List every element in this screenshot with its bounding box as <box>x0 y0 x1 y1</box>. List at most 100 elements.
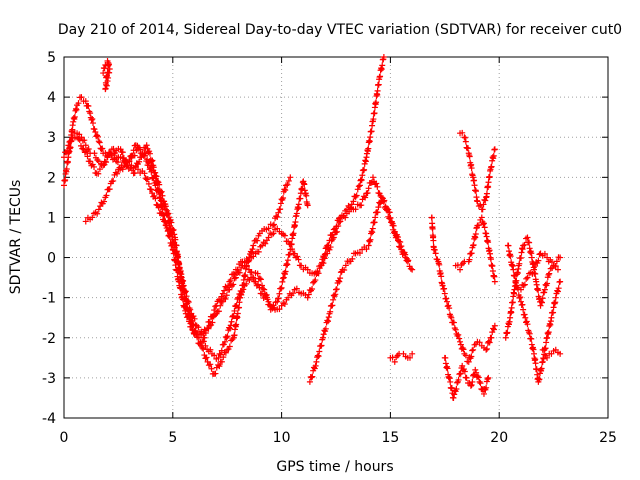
data-point <box>306 378 313 385</box>
data-point <box>476 339 483 346</box>
data-point <box>243 263 250 270</box>
data-point <box>309 286 316 293</box>
data-point <box>132 162 139 169</box>
data-point <box>516 295 523 302</box>
data-point <box>387 215 394 222</box>
data-point <box>137 146 144 153</box>
data-point <box>208 313 215 320</box>
data-point <box>206 318 213 325</box>
data-point <box>103 159 110 166</box>
data-point <box>520 282 527 289</box>
data-point <box>372 214 379 221</box>
data-point <box>327 308 334 315</box>
data-point <box>278 284 285 291</box>
data-point <box>88 116 95 123</box>
data-point <box>461 368 468 375</box>
data-point <box>222 283 229 290</box>
data-point <box>254 237 261 244</box>
x-tick-label: 10 <box>273 430 291 446</box>
data-point <box>204 324 211 331</box>
data-point <box>370 116 377 123</box>
data-point <box>274 213 281 220</box>
data-point <box>228 318 235 325</box>
data-point <box>231 332 238 339</box>
y-tick-label: -1 <box>42 291 56 307</box>
data-point <box>321 327 328 334</box>
data-point <box>276 290 283 297</box>
data-point <box>175 260 182 267</box>
data-point <box>402 251 409 258</box>
data-point <box>222 349 229 356</box>
data-point <box>207 346 214 353</box>
x-tick-label: 15 <box>381 430 399 446</box>
data-point <box>270 230 277 237</box>
data-point <box>142 150 149 157</box>
data-point <box>315 353 322 360</box>
data-point <box>447 378 454 385</box>
data-point <box>62 176 69 183</box>
data-point <box>203 354 210 361</box>
data-point <box>361 166 368 173</box>
data-point <box>352 193 359 200</box>
data-point <box>330 234 337 241</box>
data-point <box>91 150 98 157</box>
data-point <box>509 299 516 306</box>
data-point <box>507 253 514 260</box>
data-point <box>462 138 469 145</box>
data-point <box>215 354 222 361</box>
data-point <box>320 260 327 267</box>
data-point <box>280 275 287 282</box>
data-point <box>330 296 337 303</box>
data-point <box>162 201 169 208</box>
data-point <box>232 274 239 281</box>
data-point <box>350 198 357 205</box>
data-point <box>322 325 329 332</box>
data-point <box>532 360 539 367</box>
data-point <box>217 297 224 304</box>
data-point <box>304 266 311 273</box>
data-point <box>380 54 387 60</box>
data-point <box>517 254 524 261</box>
data-point <box>466 153 473 160</box>
series-track-13 <box>517 250 564 293</box>
data-point <box>515 285 522 292</box>
data-point <box>474 373 481 380</box>
data-point <box>263 294 270 301</box>
data-point <box>544 280 551 287</box>
data-point <box>270 221 277 228</box>
data-point <box>110 145 117 152</box>
data-point <box>277 285 284 292</box>
data-point <box>145 180 152 187</box>
data-point <box>462 134 469 141</box>
data-point <box>482 197 489 204</box>
data-point <box>281 232 288 239</box>
data-point <box>221 287 228 294</box>
data-point <box>84 153 91 160</box>
chart-title: Day 210 of 2014, Sidereal Day-to-day VTE… <box>58 22 622 38</box>
data-point <box>325 318 332 325</box>
data-point <box>312 362 319 369</box>
data-point <box>273 213 280 220</box>
data-point <box>473 369 480 376</box>
data-point <box>282 268 289 275</box>
series-track-8 <box>441 354 492 401</box>
data-point <box>225 282 232 289</box>
data-point <box>375 204 382 211</box>
data-point <box>403 257 410 264</box>
data-point <box>521 281 528 288</box>
data-point <box>393 233 400 240</box>
data-point <box>316 348 323 355</box>
data-point <box>301 181 308 188</box>
data-point <box>360 193 367 200</box>
data-point <box>182 288 189 295</box>
data-point <box>481 224 488 231</box>
data-point <box>81 137 88 144</box>
data-point <box>536 376 543 383</box>
data-point <box>320 331 327 338</box>
data-point <box>318 342 325 349</box>
data-point <box>89 214 96 221</box>
data-point <box>201 334 208 341</box>
data-point <box>537 302 544 309</box>
data-point <box>87 110 94 117</box>
